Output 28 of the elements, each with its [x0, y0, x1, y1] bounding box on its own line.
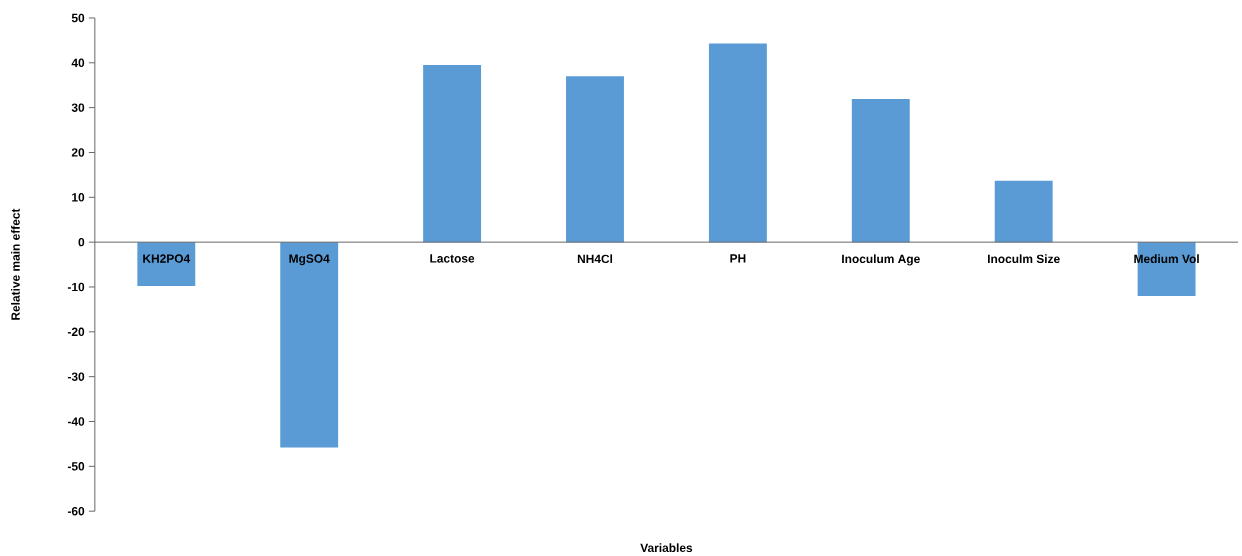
bar	[851, 99, 910, 243]
x-axis-title: Variables	[640, 543, 693, 553]
y-tick-label: 40	[71, 58, 85, 67]
bar	[280, 242, 339, 448]
y-tick-label: 10	[72, 193, 85, 202]
x-tick-label: Inoculum Age	[842, 254, 920, 266]
y-tick-label: 20	[71, 148, 85, 157]
bar	[994, 180, 1053, 243]
x-tick-label: KH2PO4	[143, 254, 191, 263]
bar	[137, 242, 196, 287]
y-tick-label: -30	[67, 372, 85, 381]
x-tick-label: Inoculm Size	[988, 254, 1060, 264]
bar	[566, 76, 624, 243]
x-tick-label: MgSO4	[289, 254, 330, 266]
y-tick-label: -20	[67, 327, 85, 336]
y-tick-label: -60	[67, 506, 85, 516]
x-tick-label: PH	[730, 254, 746, 263]
y-tick-label: 50	[71, 13, 85, 23]
y-tick-label: 0	[78, 237, 85, 247]
bar	[708, 43, 767, 243]
y-tick-label: -50	[67, 462, 85, 471]
y-tick-label: 30	[71, 103, 85, 112]
y-axis-title: Relative main effect	[11, 208, 20, 320]
bar	[423, 65, 482, 243]
x-tick-label: Lactose	[430, 254, 475, 263]
y-tick-label: -10	[67, 282, 85, 292]
y-tick-label: -40	[67, 417, 85, 426]
x-tick-label: NH4Cl	[577, 254, 613, 264]
